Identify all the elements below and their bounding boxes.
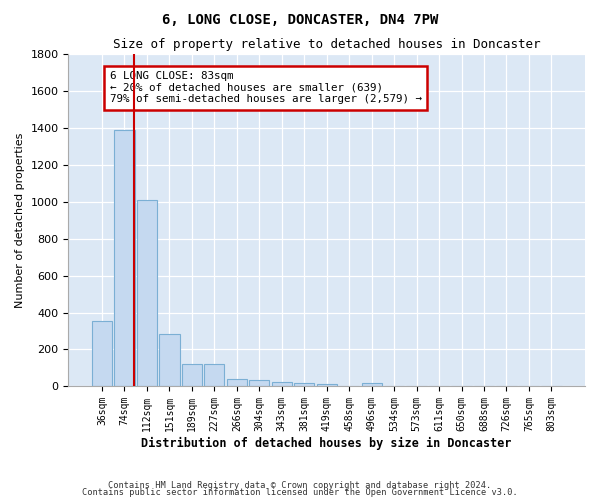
Text: Contains public sector information licensed under the Open Government Licence v3: Contains public sector information licen…: [82, 488, 518, 497]
Bar: [272, 382, 292, 386]
Bar: [227, 380, 247, 386]
Bar: [362, 382, 382, 386]
Bar: [182, 364, 202, 386]
Bar: [159, 334, 179, 386]
Bar: [137, 200, 157, 386]
Bar: [92, 321, 112, 386]
Text: 6 LONG CLOSE: 83sqm
← 20% of detached houses are smaller (639)
79% of semi-detac: 6 LONG CLOSE: 83sqm ← 20% of detached ho…: [110, 71, 422, 104]
Text: Contains HM Land Registry data © Crown copyright and database right 2024.: Contains HM Land Registry data © Crown c…: [109, 480, 491, 490]
Bar: [317, 384, 337, 386]
Title: Size of property relative to detached houses in Doncaster: Size of property relative to detached ho…: [113, 38, 541, 51]
X-axis label: Distribution of detached houses by size in Doncaster: Distribution of detached houses by size …: [142, 437, 512, 450]
Bar: [204, 364, 224, 386]
Bar: [249, 380, 269, 386]
Bar: [115, 130, 134, 386]
Y-axis label: Number of detached properties: Number of detached properties: [15, 132, 25, 308]
Text: 6, LONG CLOSE, DONCASTER, DN4 7PW: 6, LONG CLOSE, DONCASTER, DN4 7PW: [162, 12, 438, 26]
Bar: [294, 383, 314, 386]
